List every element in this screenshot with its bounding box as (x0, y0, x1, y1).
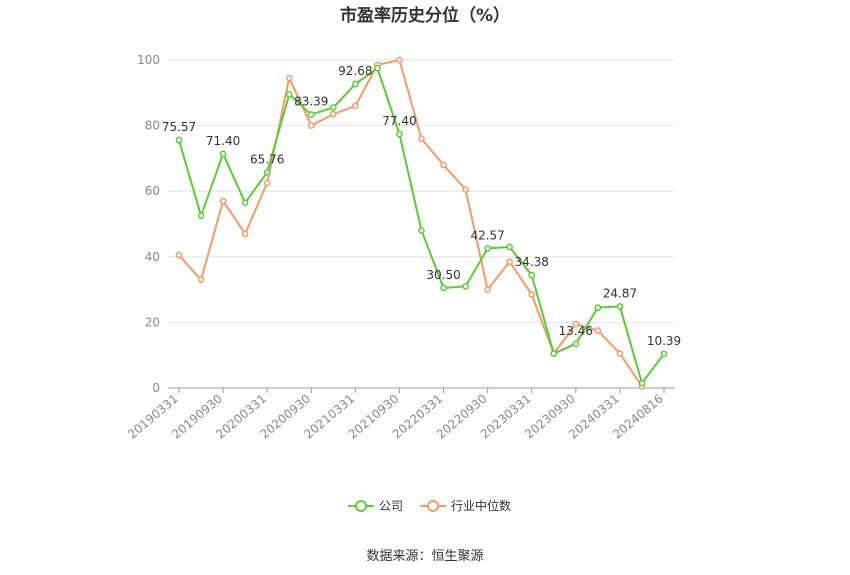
legend-label: 行业中位数 (451, 498, 511, 513)
data-point (462, 186, 469, 193)
data-label: 30.50 (426, 268, 460, 282)
data-point (594, 327, 602, 334)
data-label: 75.57 (162, 120, 196, 134)
data-point (660, 350, 668, 358)
legend-marker (427, 500, 439, 512)
data-point (594, 304, 602, 311)
data-label: 13.46 (559, 324, 593, 338)
data-point (550, 350, 558, 357)
data-point (241, 199, 249, 207)
data-point (285, 91, 293, 98)
data-point (307, 122, 315, 129)
y-tick-label: 80 (145, 119, 160, 133)
legend-marker (355, 500, 367, 512)
data-label: 34.38 (515, 255, 549, 269)
legend-item-industry-median[interactable]: 行业中位数 (420, 498, 511, 513)
data-point (462, 282, 469, 290)
data-point (440, 284, 447, 292)
data-point (572, 320, 580, 328)
data-label: 77.40 (382, 114, 416, 128)
data-point (638, 379, 646, 387)
data-point (616, 350, 624, 357)
data-label: 65.76 (250, 152, 284, 166)
y-tick-label: 40 (145, 250, 160, 264)
data-point (572, 340, 580, 348)
data-point (219, 197, 227, 205)
series-layer (175, 56, 668, 390)
source-note: 数据来源：恒生聚源 (366, 549, 483, 564)
data-point (484, 245, 491, 252)
data-point (484, 286, 491, 293)
data-point (219, 150, 227, 158)
data-point (285, 74, 293, 82)
y-axis: 0 20 40 60 80 100 (137, 53, 160, 395)
data-label: 42.57 (470, 228, 504, 242)
data-point (528, 291, 536, 298)
data-point (440, 161, 447, 169)
data-point (263, 168, 271, 176)
data-point (418, 135, 425, 143)
data-point (396, 56, 403, 64)
data-point (197, 276, 205, 284)
data-label: 83.39 (294, 94, 328, 108)
y-tick-label: 100 (137, 53, 160, 67)
data-point (396, 130, 403, 138)
data-point (197, 212, 205, 220)
series-line (178, 58, 643, 387)
data-point (307, 111, 315, 118)
data-point (616, 303, 624, 310)
data-point (352, 80, 359, 88)
y-tick-label: 60 (145, 184, 160, 198)
y-tick-label: 0 (152, 381, 160, 395)
data-point (175, 136, 183, 144)
data-point (418, 227, 425, 234)
data-point (352, 102, 359, 110)
data-point (329, 104, 337, 111)
x-axis: 2019033120190930202003312020093020210331… (125, 388, 666, 442)
data-point (175, 251, 183, 259)
data-label: 92.68 (338, 64, 372, 78)
grid (168, 59, 675, 389)
data-point (374, 64, 381, 72)
data-label: 10.39 (647, 334, 681, 348)
data-point (241, 230, 249, 238)
data-label: 71.40 (206, 134, 240, 148)
data-point (263, 179, 271, 187)
data-labels: 75.57 71.40 65.76 83.39 92.68 77.40 30.50 42.57… (162, 64, 681, 348)
data-point (528, 271, 536, 279)
legend[interactable]: 公司 行业中位数 (348, 498, 511, 513)
legend-label: 公司 (379, 499, 403, 513)
y-tick-label: 20 (145, 315, 160, 329)
data-point (506, 243, 514, 251)
data-point (506, 258, 514, 266)
data-point (329, 110, 337, 118)
chart-title: 市盈率历史分位（%） (340, 5, 510, 26)
legend-item-company[interactable]: 公司 (348, 499, 403, 513)
data-label: 24.87 (603, 286, 637, 300)
